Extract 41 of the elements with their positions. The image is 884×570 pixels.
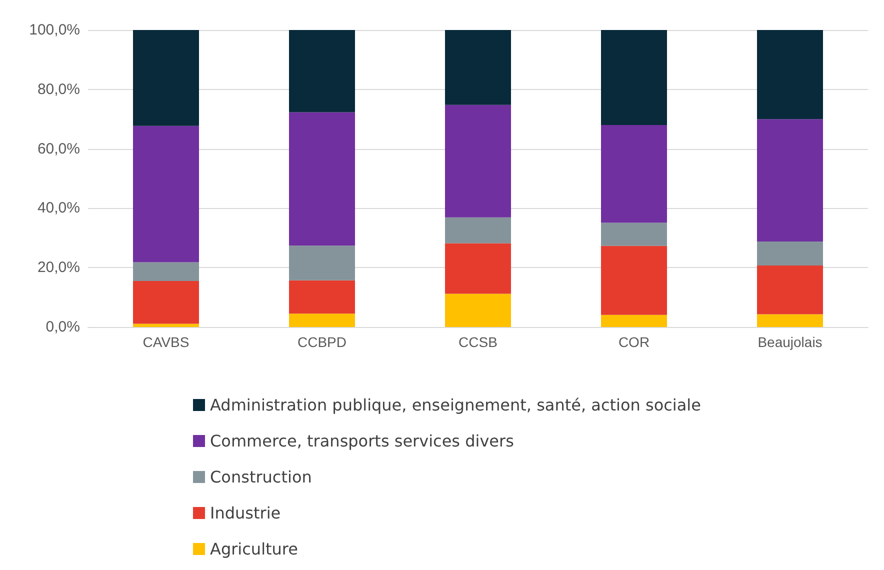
bar — [289, 112, 355, 246]
y-tick-label: 80,0% — [37, 80, 80, 98]
legend-label: Commerce, transports services divers — [210, 432, 514, 450]
y-tick-label: 40,0% — [37, 200, 80, 217]
x-tick-label: COR — [618, 334, 650, 350]
x-tick-label: Beaujolais — [758, 334, 822, 350]
y-tick-label: 20,0% — [37, 259, 80, 276]
bar — [445, 243, 511, 294]
bar — [757, 30, 823, 120]
bar — [133, 30, 199, 126]
bar — [133, 280, 199, 324]
bar — [289, 280, 355, 314]
bar — [289, 246, 355, 280]
x-tick-label: CCBPD — [297, 334, 347, 350]
y-tick-label: 60,0% — [37, 140, 80, 158]
legend-label: Industrie — [210, 504, 281, 522]
legend-label: Construction — [210, 468, 312, 486]
bar — [445, 104, 511, 218]
bar — [757, 266, 823, 314]
bar — [133, 126, 199, 262]
x-tick-label: CCSB — [458, 334, 498, 350]
bar — [601, 314, 667, 327]
bar — [445, 30, 511, 105]
legend-label: Agriculture — [210, 540, 298, 558]
bar — [601, 246, 667, 315]
legend-label: Administration publique, enseignement, santé, action sociale — [210, 396, 701, 414]
bar — [601, 125, 667, 223]
bar — [133, 324, 199, 327]
bar — [445, 294, 511, 327]
bar — [133, 262, 199, 281]
x-tick-label: CAVBS — [142, 334, 190, 350]
bar — [289, 30, 355, 112]
bar — [445, 217, 511, 244]
bar — [757, 314, 823, 327]
y-tick-label: 0,0% — [46, 318, 80, 336]
bar — [601, 222, 667, 246]
bar — [289, 314, 355, 327]
bar — [601, 30, 667, 126]
bar — [757, 119, 823, 242]
bar — [757, 241, 823, 266]
y-tick-label: 100,0% — [29, 22, 80, 38]
